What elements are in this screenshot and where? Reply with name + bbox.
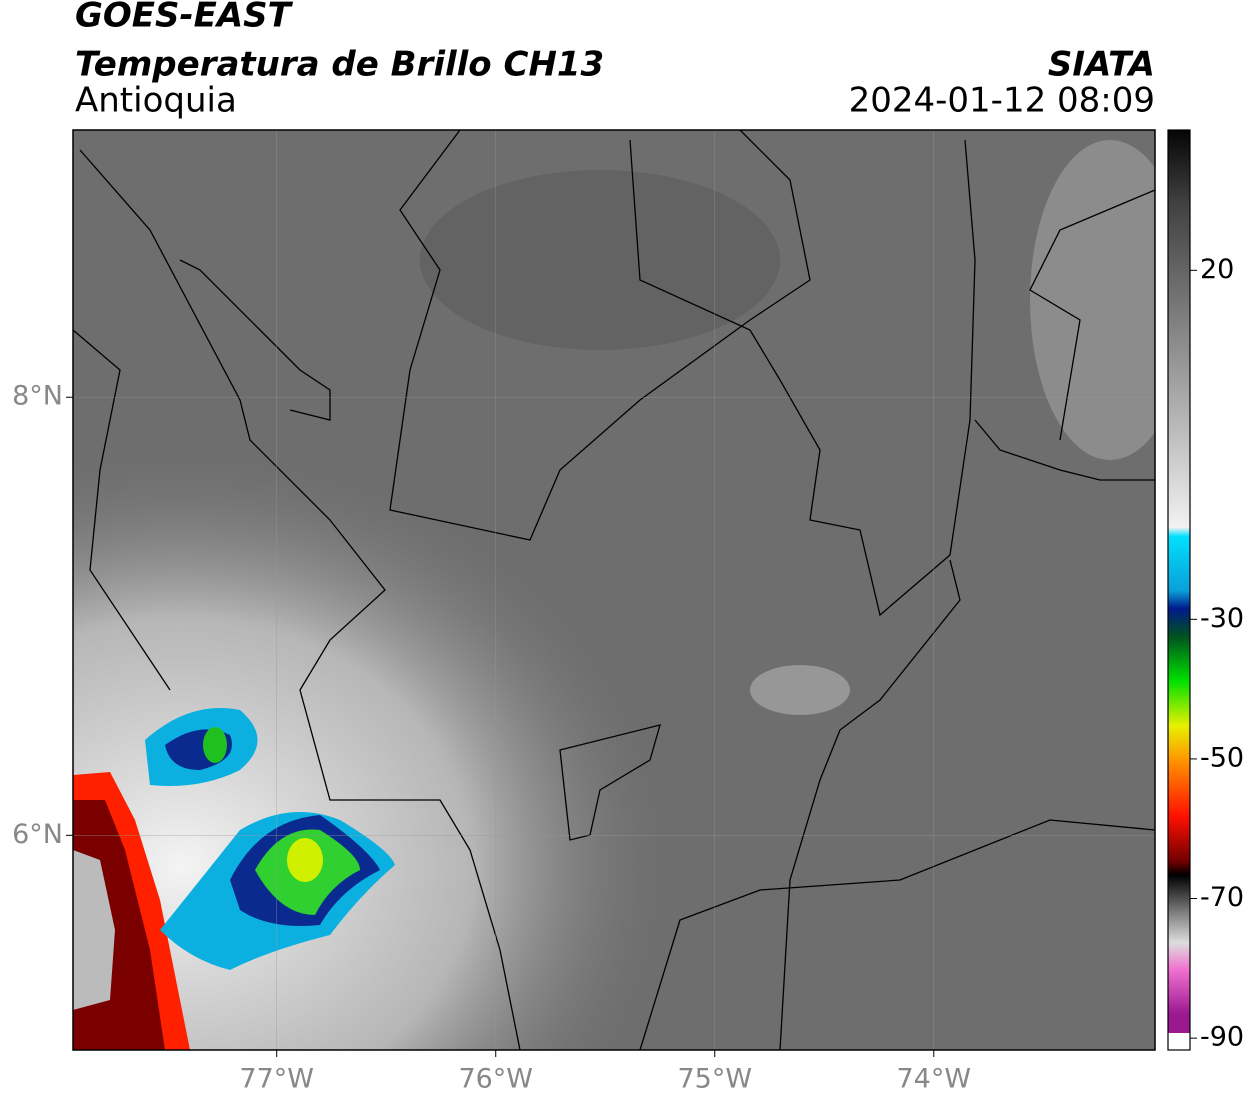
title-line: GOES-EAST [75,0,294,36]
colorbar-tick-label: -30 [1200,603,1244,634]
x-tick-label: 76°W [458,1064,533,1095]
graticule [73,130,1155,1050]
colorbar-tick-label: 20 [1200,254,1234,285]
region: Antioquia [75,81,237,121]
y-tick-label: 8°N [12,381,63,412]
colorbar-tick-label: -50 [1200,742,1244,773]
y-tick-label: 6°N [12,819,63,850]
colorbar-extend [1168,1033,1190,1050]
title: Temperatura de Brillo CH13 [75,45,604,85]
datetime: 2024-01-12 08:09 [849,81,1155,121]
x-tick-label: 77°W [239,1064,314,1095]
colorbar-frame [1167,129,1191,1051]
colorbar-tick-label: -70 [1200,882,1244,913]
source: SIATA [1048,45,1155,85]
map-frame [72,129,1156,1051]
x-tick-label: 74°W [897,1064,972,1095]
colorbar [1168,130,1190,1033]
x-tick-label: 75°W [677,1064,752,1095]
colorbar-tick-label: -90 [1200,1022,1244,1053]
map-image [73,130,1155,1050]
